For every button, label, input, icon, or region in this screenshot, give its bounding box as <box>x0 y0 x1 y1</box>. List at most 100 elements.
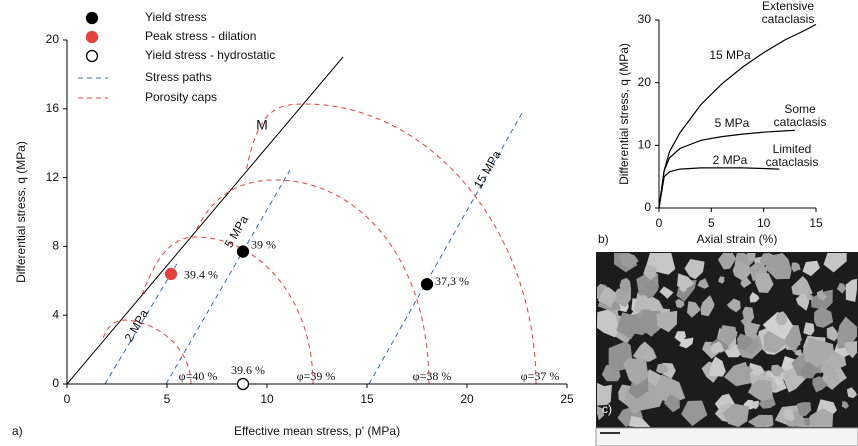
grain <box>747 253 756 261</box>
x-tick-label: 20 <box>460 392 474 406</box>
annotation: M <box>256 117 268 133</box>
grain <box>686 301 701 318</box>
legend-marker <box>85 11 99 25</box>
grain <box>651 374 686 405</box>
x-tick-label: 10 <box>260 392 274 406</box>
grain <box>726 298 741 313</box>
y-tick-label: 10 <box>638 138 652 152</box>
grain <box>837 316 857 349</box>
grain <box>796 402 812 417</box>
annotation: φ=39 % <box>297 369 336 383</box>
grain <box>742 306 755 323</box>
grain <box>597 287 617 309</box>
point <box>236 245 250 258</box>
grain <box>803 322 815 336</box>
annotation: φ=40 % <box>179 369 218 383</box>
grain <box>684 259 705 280</box>
grain <box>800 361 818 379</box>
x-axis-label: Axial strain (%) <box>697 232 778 246</box>
annotation: φ=37 % <box>521 369 560 383</box>
x-tick-label: 5 <box>708 216 715 230</box>
grain <box>732 260 752 282</box>
grain <box>697 278 710 289</box>
grain <box>659 286 674 299</box>
annotation: cataclasis <box>774 115 827 129</box>
point-label: 37,3 % <box>435 274 469 288</box>
annotation: 15 MPa <box>471 148 504 191</box>
grain <box>816 289 827 301</box>
line <box>658 167 780 209</box>
stress-path <box>104 261 179 385</box>
grain <box>708 356 726 377</box>
grain <box>722 403 750 427</box>
panel-label: c) <box>602 402 612 416</box>
grain <box>763 330 787 353</box>
annotation: Extensive <box>762 0 814 13</box>
grain <box>597 382 612 406</box>
grain <box>826 326 840 342</box>
grain <box>675 298 685 309</box>
panel-label: a) <box>12 424 23 438</box>
annotation: cataclasis <box>762 12 815 26</box>
grain <box>710 341 725 354</box>
grain <box>794 349 802 357</box>
grain <box>802 260 820 277</box>
grain <box>823 253 847 273</box>
y-tick-label: 16 <box>46 101 60 115</box>
grain <box>656 363 669 374</box>
grain <box>628 415 651 427</box>
grain <box>717 325 738 347</box>
grain <box>723 361 753 387</box>
legend-label: Porosity caps <box>145 90 217 104</box>
grain <box>718 276 725 284</box>
grain <box>623 358 649 386</box>
grain <box>844 341 857 359</box>
grain <box>737 333 754 351</box>
x-tick-label: 15 <box>809 216 823 230</box>
grain <box>597 309 619 338</box>
grain <box>663 394 680 413</box>
line <box>658 129 796 209</box>
grain <box>845 278 857 302</box>
point <box>236 377 250 391</box>
grain <box>717 253 736 270</box>
grain <box>751 400 760 410</box>
grain <box>765 253 792 280</box>
porosity-cap <box>245 103 537 385</box>
grain <box>679 337 694 349</box>
grain <box>836 282 846 294</box>
grain <box>643 264 657 281</box>
annotation: cataclasis <box>766 155 819 169</box>
annotation: 5 MPa <box>222 213 252 250</box>
grain <box>597 406 605 421</box>
grain <box>841 400 849 409</box>
grain <box>616 312 641 340</box>
legend-label: Yield stress - hydrostatic <box>145 48 275 62</box>
grain <box>681 400 708 427</box>
legend-marker <box>85 49 99 63</box>
y-tick-label: 8 <box>52 239 59 253</box>
y-tick-label: 20 <box>46 32 60 46</box>
y-tick-label: 30 <box>638 12 652 26</box>
grain <box>774 377 782 386</box>
point <box>420 278 434 291</box>
m-line <box>66 56 344 385</box>
grain <box>795 293 810 311</box>
legend-label: Stress paths <box>145 70 212 84</box>
y-tick-label: 12 <box>46 170 60 184</box>
grain <box>749 292 760 303</box>
panel-label: b) <box>598 232 609 246</box>
y-tick-label: 0 <box>644 200 651 214</box>
y-tick-label: 20 <box>638 75 652 89</box>
grain <box>791 262 801 273</box>
porosity-cap <box>141 236 314 385</box>
grain <box>747 414 774 427</box>
annotation: Some <box>784 102 816 116</box>
annotation: 2 MPa <box>122 307 152 344</box>
grain <box>677 273 695 290</box>
y-tick-label: 4 <box>52 307 59 321</box>
grain <box>618 253 639 268</box>
grain <box>812 376 828 393</box>
legend-label: Peak stress - dilation <box>145 29 256 43</box>
